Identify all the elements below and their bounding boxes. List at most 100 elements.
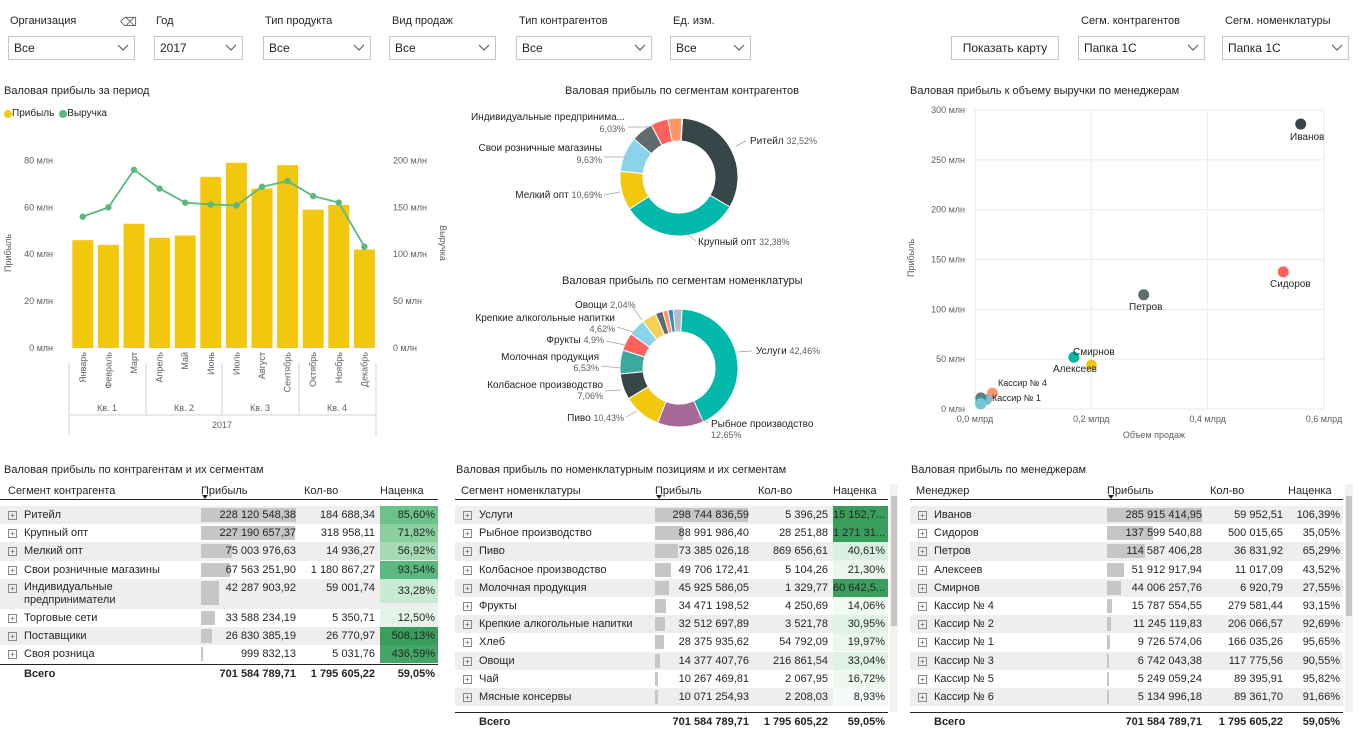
table-row[interactable]: + Крупный опт 227 190 657,37 318 958,11 71,8…	[0, 524, 438, 543]
y-tick-label-right: 50 млн	[393, 296, 422, 306]
expand-icon[interactable]: +	[8, 650, 17, 660]
column-header[interactable]: Кол-во	[758, 485, 793, 497]
table-row[interactable]: + Кассир № 4 15 787 554,55 279 581,44 93,15%	[910, 597, 1343, 616]
markup-cell: 95,82%	[1302, 672, 1340, 685]
table-row[interactable]: + Хлеб 28 375 935,62 54 792,09 19,97%	[455, 633, 888, 652]
table-row[interactable]: + Кассир № 6 5 134 996,18 89 361,70 91,66%	[910, 688, 1343, 707]
filter-organization-dropdown[interactable]: Все	[8, 36, 135, 60]
column-header[interactable]: Наценка	[1288, 485, 1332, 497]
expand-icon[interactable]: +	[463, 529, 472, 539]
table-row[interactable]: + Овощи 14 377 407,76 216 861,54 33,04%	[455, 651, 888, 670]
expand-icon[interactable]: +	[8, 613, 17, 623]
column-header[interactable]: Наценка	[833, 485, 877, 497]
expand-icon[interactable]: +	[463, 511, 472, 520]
table-row[interactable]: + Сидоров 137 599 540,88 500 015,65 35,05%	[910, 524, 1343, 543]
table-row[interactable]: + Кассир № 2 11 245 119,83 206 066,57 92,69%	[910, 615, 1343, 634]
filter-counterparty-segment-dropdown[interactable]: Папка 1С	[1078, 36, 1205, 60]
expand-icon[interactable]: +	[463, 583, 472, 593]
sort-desc-icon[interactable]	[1108, 495, 1114, 499]
filter-year-dropdown[interactable]: 2017	[154, 36, 243, 60]
sort-desc-icon[interactable]	[656, 495, 662, 499]
y-tick-label: 50 млн	[936, 354, 965, 364]
expand-icon[interactable]: +	[8, 511, 17, 520]
table-row[interactable]: + Поставщики 26 830 385,19 26 770,97 508,13%	[0, 627, 438, 646]
table-row[interactable]: + Пиво 73 385 026,18 869 656,61 40,61%	[455, 542, 888, 561]
vertical-scrollbar[interactable]	[1345, 484, 1353, 712]
table-row[interactable]: + Колбасное производство 49 706 172,41 5 10…	[455, 560, 888, 579]
expand-icon[interactable]: +	[8, 565, 17, 575]
filter-unit-dropdown[interactable]: Все	[670, 36, 751, 60]
expand-icon[interactable]: +	[918, 674, 927, 684]
table-row[interactable]: + Кассир № 5 5 249 059,24 89 395,91 95,82%	[910, 669, 1343, 688]
filter-counterparty-type-dropdown[interactable]: Все	[516, 36, 652, 60]
expand-icon[interactable]: +	[918, 565, 927, 575]
column-header[interactable]: Кол-во	[304, 485, 339, 497]
expand-icon[interactable]: +	[918, 547, 927, 557]
quarter-label: Кв. 1	[97, 403, 117, 413]
column-header[interactable]: Сегмент контрагента	[8, 485, 116, 497]
table-row[interactable]: + Крепкие алкогольные напитки 32 512 697,8…	[455, 615, 888, 634]
expand-icon[interactable]: +	[463, 547, 472, 557]
show-map-button[interactable]: Показать карту	[951, 36, 1059, 60]
table-row[interactable]: + Кассир № 3 6 742 043,38 117 775,56 90,55%	[910, 651, 1343, 670]
table-row[interactable]: + Смирнов 44 006 257,76 6 920,79 27,55%	[910, 578, 1343, 597]
column-header[interactable]: Прибыль	[655, 485, 702, 497]
column-header[interactable]: Прибыль	[1107, 485, 1154, 497]
expand-icon[interactable]: +	[463, 620, 472, 630]
markup-cell: 508,13%	[380, 627, 438, 645]
table-row[interactable]: + Услуги 298 744 836,59 5 396,25 15 152,7...	[455, 506, 888, 525]
table-row[interactable]: + Рыбное производство 88 991 986,40 28 251,…	[455, 524, 888, 543]
expand-icon[interactable]: +	[918, 602, 927, 611]
filter-sales-type-dropdown[interactable]: Все	[389, 36, 496, 60]
vertical-scrollbar[interactable]	[890, 484, 898, 712]
expand-icon[interactable]: +	[463, 638, 472, 648]
qty-cell: 89 395,91	[1234, 672, 1283, 685]
filter-product-type-dropdown[interactable]: Все	[263, 36, 371, 60]
expand-icon[interactable]: +	[463, 656, 472, 666]
expand-icon[interactable]: +	[918, 583, 927, 593]
expand-icon[interactable]: +	[8, 547, 17, 557]
table-row[interactable]: + Иванов 285 915 414,95 59 952,51 106,39%	[910, 506, 1343, 525]
column-header[interactable]: Прибыль	[201, 485, 248, 497]
table-row[interactable]: + Торговые сети 33 588 234,19 5 350,71 12,50…	[0, 608, 438, 627]
expand-icon[interactable]: +	[463, 674, 472, 684]
eraser-icon[interactable]: ⌫	[120, 15, 137, 29]
expand-icon[interactable]: +	[918, 638, 927, 648]
point-revenue	[105, 204, 112, 211]
column-header[interactable]: Менеджер	[916, 485, 970, 497]
column-header[interactable]: Сегмент номенклатуры	[461, 485, 581, 497]
table-row[interactable]: + Мясные консервы 10 071 254,93 2 208,03 8,9…	[455, 688, 888, 707]
table-row[interactable]: + Своя розница 999 832,13 5 031,76 436,59%	[0, 645, 438, 664]
table-row[interactable]: + Чай 10 267 469,81 2 067,95 16,72%	[455, 669, 888, 688]
table-row[interactable]: + Свои розничные магазины 67 563 251,90 1 1…	[0, 560, 438, 579]
column-header[interactable]: Наценка	[380, 485, 424, 497]
nomenclature-table: Сегмент номенклатуры Прибыль Кол-во Наценка…	[455, 482, 902, 732]
expand-icon[interactable]: +	[8, 583, 17, 593]
expand-icon[interactable]: +	[918, 656, 927, 666]
table-row[interactable]: + Алексеев 51 912 917,94 11 017,09 43,52%	[910, 560, 1343, 579]
filter-nomenclature-segment-dropdown[interactable]: Папка 1С	[1222, 36, 1349, 60]
sort-desc-icon[interactable]	[202, 495, 208, 499]
bar-profit	[302, 209, 324, 348]
expand-icon[interactable]: +	[463, 693, 472, 702]
table-row[interactable]: + Фрукты 34 471 198,52 4 250,69 14,06%	[455, 597, 888, 616]
expand-icon[interactable]: +	[463, 602, 472, 611]
table-row[interactable]: + Кассир № 1 9 726 574,06 166 035,26 95,65%	[910, 633, 1343, 652]
expand-icon[interactable]: +	[8, 529, 17, 539]
table-row[interactable]: + Ритейл 228 120 548,38 184 688,34 85,60%	[0, 506, 438, 525]
expand-icon[interactable]: +	[918, 693, 927, 702]
expand-icon[interactable]: +	[918, 511, 927, 520]
expand-icon[interactable]: +	[8, 632, 17, 641]
table-row[interactable]: + Индивидуальные предприниматели 42 287 90…	[0, 578, 438, 609]
table-row[interactable]: + Молочная продукция 45 925 586,05 1 329,77…	[455, 578, 888, 597]
expand-icon[interactable]: +	[463, 565, 472, 575]
scrollbar-thumb[interactable]	[891, 496, 897, 626]
table-row[interactable]: + Мелкий опт 75 003 976,63 14 936,27 56,92%	[0, 542, 438, 561]
expand-icon[interactable]: +	[918, 620, 927, 630]
donut-slice	[680, 117, 739, 208]
column-header[interactable]: Кол-во	[1210, 485, 1245, 497]
table-row[interactable]: + Петров 114 587 406,28 36 831,92 65,29%	[910, 542, 1343, 561]
scrollbar-thumb[interactable]	[1346, 496, 1352, 616]
expand-icon[interactable]: +	[918, 529, 927, 539]
qty-cell: 279 581,44	[1227, 600, 1283, 612]
